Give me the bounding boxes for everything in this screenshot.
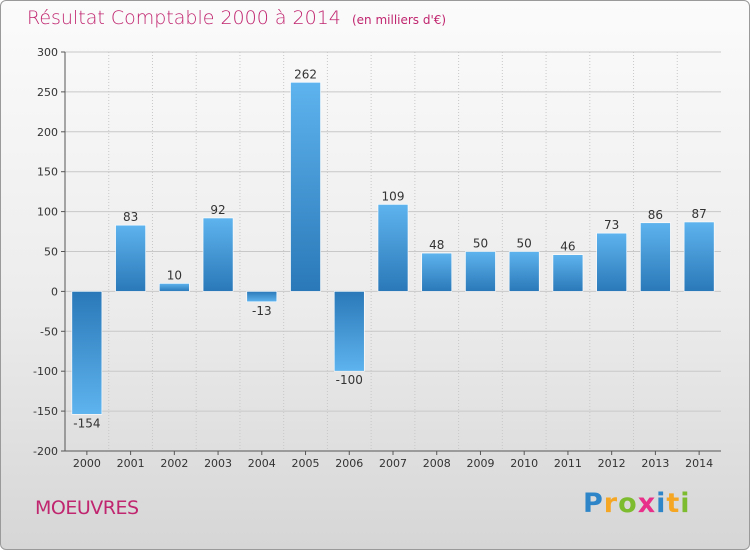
logo-letter: i — [656, 488, 667, 519]
logo-letter: i — [680, 488, 691, 519]
unit-label: (en milliers d'€) — [351, 13, 447, 27]
data-label-2003: 92 — [210, 203, 225, 217]
bar-2006 — [333, 291, 365, 372]
y-tick-label: 200 — [37, 126, 58, 139]
data-label-2010: 50 — [517, 237, 532, 251]
data-label-2001: 83 — [123, 210, 138, 224]
data-label-2007: 109 — [382, 189, 405, 203]
y-tick-label: 100 — [37, 206, 58, 219]
data-label-2004: -13 — [252, 304, 272, 318]
x-tick-label: 2010 — [510, 457, 538, 470]
bar-2003 — [202, 217, 234, 292]
data-label-2009: 50 — [473, 237, 488, 251]
town-name: MOEUVRES — [35, 497, 139, 519]
x-tick-label: 2008 — [423, 457, 451, 470]
x-tick-label: 2011 — [554, 457, 582, 470]
data-label-2002: 10 — [167, 268, 182, 282]
logo-letter: x — [637, 488, 657, 519]
x-tick-label: 2012 — [598, 457, 626, 470]
data-label-2000: -154 — [73, 416, 100, 430]
bar-2009 — [465, 251, 496, 292]
bar-2010 — [508, 251, 540, 292]
logo-letter: t — [666, 488, 681, 519]
bar-2004 — [246, 291, 278, 303]
bar-2011 — [552, 254, 584, 292]
data-label-2012: 73 — [604, 218, 619, 232]
title-row: Résultat Comptable 2000 à 2014 (en milli… — [27, 7, 446, 29]
bar-2000 — [71, 291, 103, 415]
x-tick-label: 2002 — [160, 457, 188, 470]
bar-2008 — [421, 252, 453, 292]
data-label-2005: 262 — [294, 67, 317, 81]
data-labels: -154 83 10 92 -13 262 -100 109 48 50 50 46 73 86 87 — [73, 67, 707, 430]
proxiti-logo: Proxiti — [583, 488, 691, 519]
bars — [71, 82, 715, 415]
x-tick-label: 2005 — [292, 457, 320, 470]
logo-letter: P — [583, 488, 604, 519]
x-tick-label: 2006 — [335, 457, 363, 470]
y-tick-label: 150 — [37, 166, 58, 179]
bar-2012 — [596, 232, 627, 292]
chart-title: Résultat Comptable 2000 à 2014 — [27, 7, 341, 29]
y-tick-label: 0 — [51, 285, 58, 298]
x-tick-label: 2013 — [641, 457, 669, 470]
data-label-2006: -100 — [336, 373, 363, 387]
y-tick-label: 250 — [37, 86, 58, 99]
y-tick-label: -50 — [40, 325, 58, 338]
x-tick-label: 2000 — [73, 457, 101, 470]
bar-2005 — [290, 82, 321, 292]
y-tick-label: -200 — [33, 445, 58, 458]
x-tick-label: 2014 — [685, 457, 713, 470]
bar-2014 — [683, 221, 715, 292]
data-label-2013: 86 — [648, 208, 663, 222]
y-tick-label: -150 — [33, 405, 58, 418]
data-label-2011: 46 — [560, 240, 575, 254]
x-tick-label: 2001 — [117, 457, 145, 470]
bar-2002 — [159, 283, 190, 292]
y-tick-label: 50 — [44, 246, 58, 259]
bar-2001 — [115, 224, 146, 292]
x-tick-label: 2009 — [466, 457, 494, 470]
logo-letter: r — [603, 488, 619, 519]
data-label-2014: 87 — [691, 207, 706, 221]
x-tick-label: 2004 — [248, 457, 276, 470]
logo-letter: o — [618, 488, 638, 519]
gridlines — [65, 51, 721, 452]
y-tick-label: -100 — [33, 365, 58, 378]
x-tick-label: 2007 — [379, 457, 407, 470]
data-label-2008: 48 — [429, 238, 444, 252]
x-tick-label: 2003 — [204, 457, 232, 470]
bar-2013 — [640, 222, 671, 292]
bar-2007 — [377, 204, 409, 292]
y-tick-label: 300 — [37, 46, 58, 59]
